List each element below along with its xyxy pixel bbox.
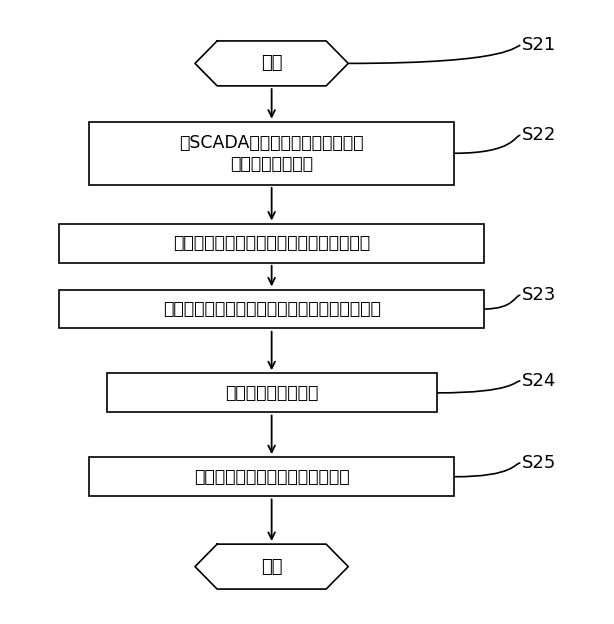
Bar <box>89 457 454 496</box>
Text: 建立故障分量的频域系数特征向量: 建立故障分量的频域系数特征向量 <box>194 468 349 485</box>
Polygon shape <box>195 544 348 589</box>
Text: S22: S22 <box>522 126 556 144</box>
Text: 将正常运行的频域函数与故障的频域函数做差值: 将正常运行的频域函数与故障的频域函数做差值 <box>163 300 381 318</box>
Text: S24: S24 <box>522 372 556 390</box>
Bar <box>60 223 484 263</box>
Polygon shape <box>195 41 348 86</box>
Bar <box>60 290 484 328</box>
Text: 从SCADA中获取正常运行和故障情
况下的电气变化量: 从SCADA中获取正常运行和故障情 况下的电气变化量 <box>179 134 364 173</box>
Text: S21: S21 <box>522 36 556 54</box>
Text: S23: S23 <box>522 286 556 305</box>
Text: 结束: 结束 <box>261 558 282 575</box>
Text: S25: S25 <box>522 454 556 472</box>
Text: 根据傅里叶分析的步骤将其转换为频域函数: 根据傅里叶分析的步骤将其转换为频域函数 <box>173 234 370 252</box>
Text: 开始: 开始 <box>261 54 282 72</box>
Bar <box>89 122 454 185</box>
Bar <box>107 373 437 412</box>
Text: 保留五阶以内的函数: 保留五阶以内的函数 <box>225 384 318 402</box>
